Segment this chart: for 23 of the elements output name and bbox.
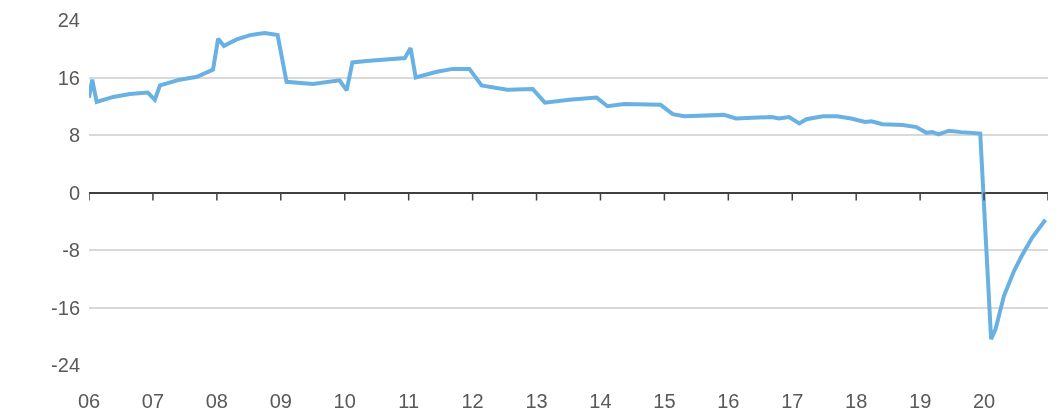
y-tick-label: 0 [68,181,80,204]
y-tick-label: -16 [51,296,80,319]
x-tick-label: 17 [781,390,804,412]
x-tick-label: 08 [205,390,228,412]
x-tick-label: 07 [141,390,165,412]
x-tick-label: 14 [589,390,612,412]
y-tick-label: -24 [51,354,80,376]
x-tick-label: 16 [717,390,740,412]
x-tick-label: 18 [845,390,868,412]
x-tick-label: 20 [972,390,996,412]
x-tick-label: 13 [525,390,548,412]
line-series [89,30,1048,342]
x-tick-label: 09 [269,390,292,412]
y-tick-label: -8 [62,239,80,261]
x-tick-label: 06 [77,390,101,412]
y-tick-label: 16 [57,66,80,89]
x-tick-label: 11 [398,390,420,412]
x-tick-label: 15 [653,390,676,412]
x-tick-label: 10 [333,390,356,412]
x-tick-label: 12 [461,390,484,412]
y-tick-label: 8 [68,124,80,146]
y-tick-label: 24 [57,9,80,31]
x-tick-label: 19 [909,390,932,412]
